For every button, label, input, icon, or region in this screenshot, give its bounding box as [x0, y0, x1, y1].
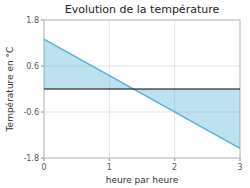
tick-label-y: -0.6: [23, 108, 39, 117]
title: Evolution de la température: [65, 3, 220, 16]
area: [44, 39, 240, 148]
zero-line: [44, 89, 240, 90]
y-axis-label: Température en °C: [5, 47, 15, 133]
tick-label-x: 3: [237, 163, 242, 172]
x-axis-label: heure par heure: [106, 175, 179, 185]
tick-label-y: 0.6: [26, 62, 39, 71]
tick-label-x: 2: [172, 163, 177, 172]
plot-area: [44, 39, 240, 148]
line: [44, 39, 240, 148]
tick-label-x: 1: [107, 163, 112, 172]
tick-label-x: 0: [41, 163, 46, 172]
plot-frame: [44, 20, 240, 158]
chart-svg: 0 1 2 3 -1.8 -0.6 0.6 1.8 Evolution de la tempér…: [0, 0, 250, 188]
tick-label-y: 1.8: [26, 16, 39, 25]
grid: [44, 20, 240, 158]
tick-label-y: -1.8: [23, 154, 39, 163]
axes: 0 1 2 3 -1.8 -0.6 0.6 1.8: [23, 16, 242, 172]
chart-container: 0 1 2 3 -1.8 -0.6 0.6 1.8 Evolution de la tempér…: [0, 0, 250, 188]
